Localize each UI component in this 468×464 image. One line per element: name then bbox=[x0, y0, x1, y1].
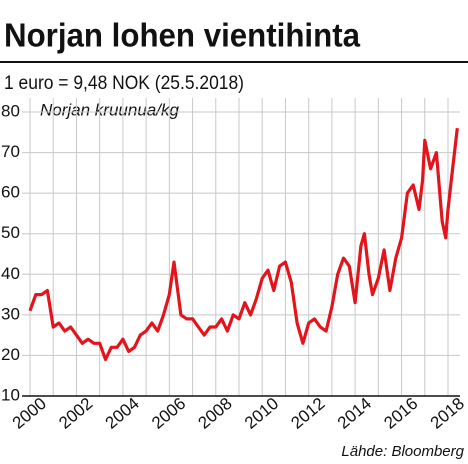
line-series bbox=[28, 128, 459, 362]
y-tick-label: 50 bbox=[1, 223, 20, 242]
x-tick-label: 2006 bbox=[148, 394, 189, 433]
x-tick-label: 2004 bbox=[102, 394, 143, 433]
x-tick-label: 2014 bbox=[334, 394, 375, 433]
source: Lähde: Bloomberg bbox=[341, 443, 464, 460]
y-tick-label: 30 bbox=[1, 304, 20, 323]
x-tick-label: 2010 bbox=[241, 394, 282, 433]
y-tick-label: 60 bbox=[1, 183, 20, 202]
x-tick-label: 2002 bbox=[55, 394, 96, 433]
y-tick-label: 40 bbox=[1, 264, 20, 283]
grid bbox=[22, 98, 460, 397]
subtitle: 1 euro = 9,48 NOK (25.5.2018) bbox=[4, 73, 244, 94]
x-tick-label: 2012 bbox=[287, 394, 328, 433]
x-tick-label: 2016 bbox=[380, 394, 421, 433]
y-tick-label: 10 bbox=[1, 385, 20, 404]
y-tick-label: 70 bbox=[1, 142, 20, 161]
x-tick-label: 2008 bbox=[195, 394, 236, 433]
y-axis-label: Norjan kruunua/kg bbox=[40, 100, 179, 119]
x-tick-label: 2018 bbox=[427, 394, 468, 433]
y-tick-label: 20 bbox=[1, 345, 20, 364]
y-tick-label: 80 bbox=[1, 101, 20, 120]
chart-title: Norjan lohen vientihinta bbox=[4, 17, 361, 54]
